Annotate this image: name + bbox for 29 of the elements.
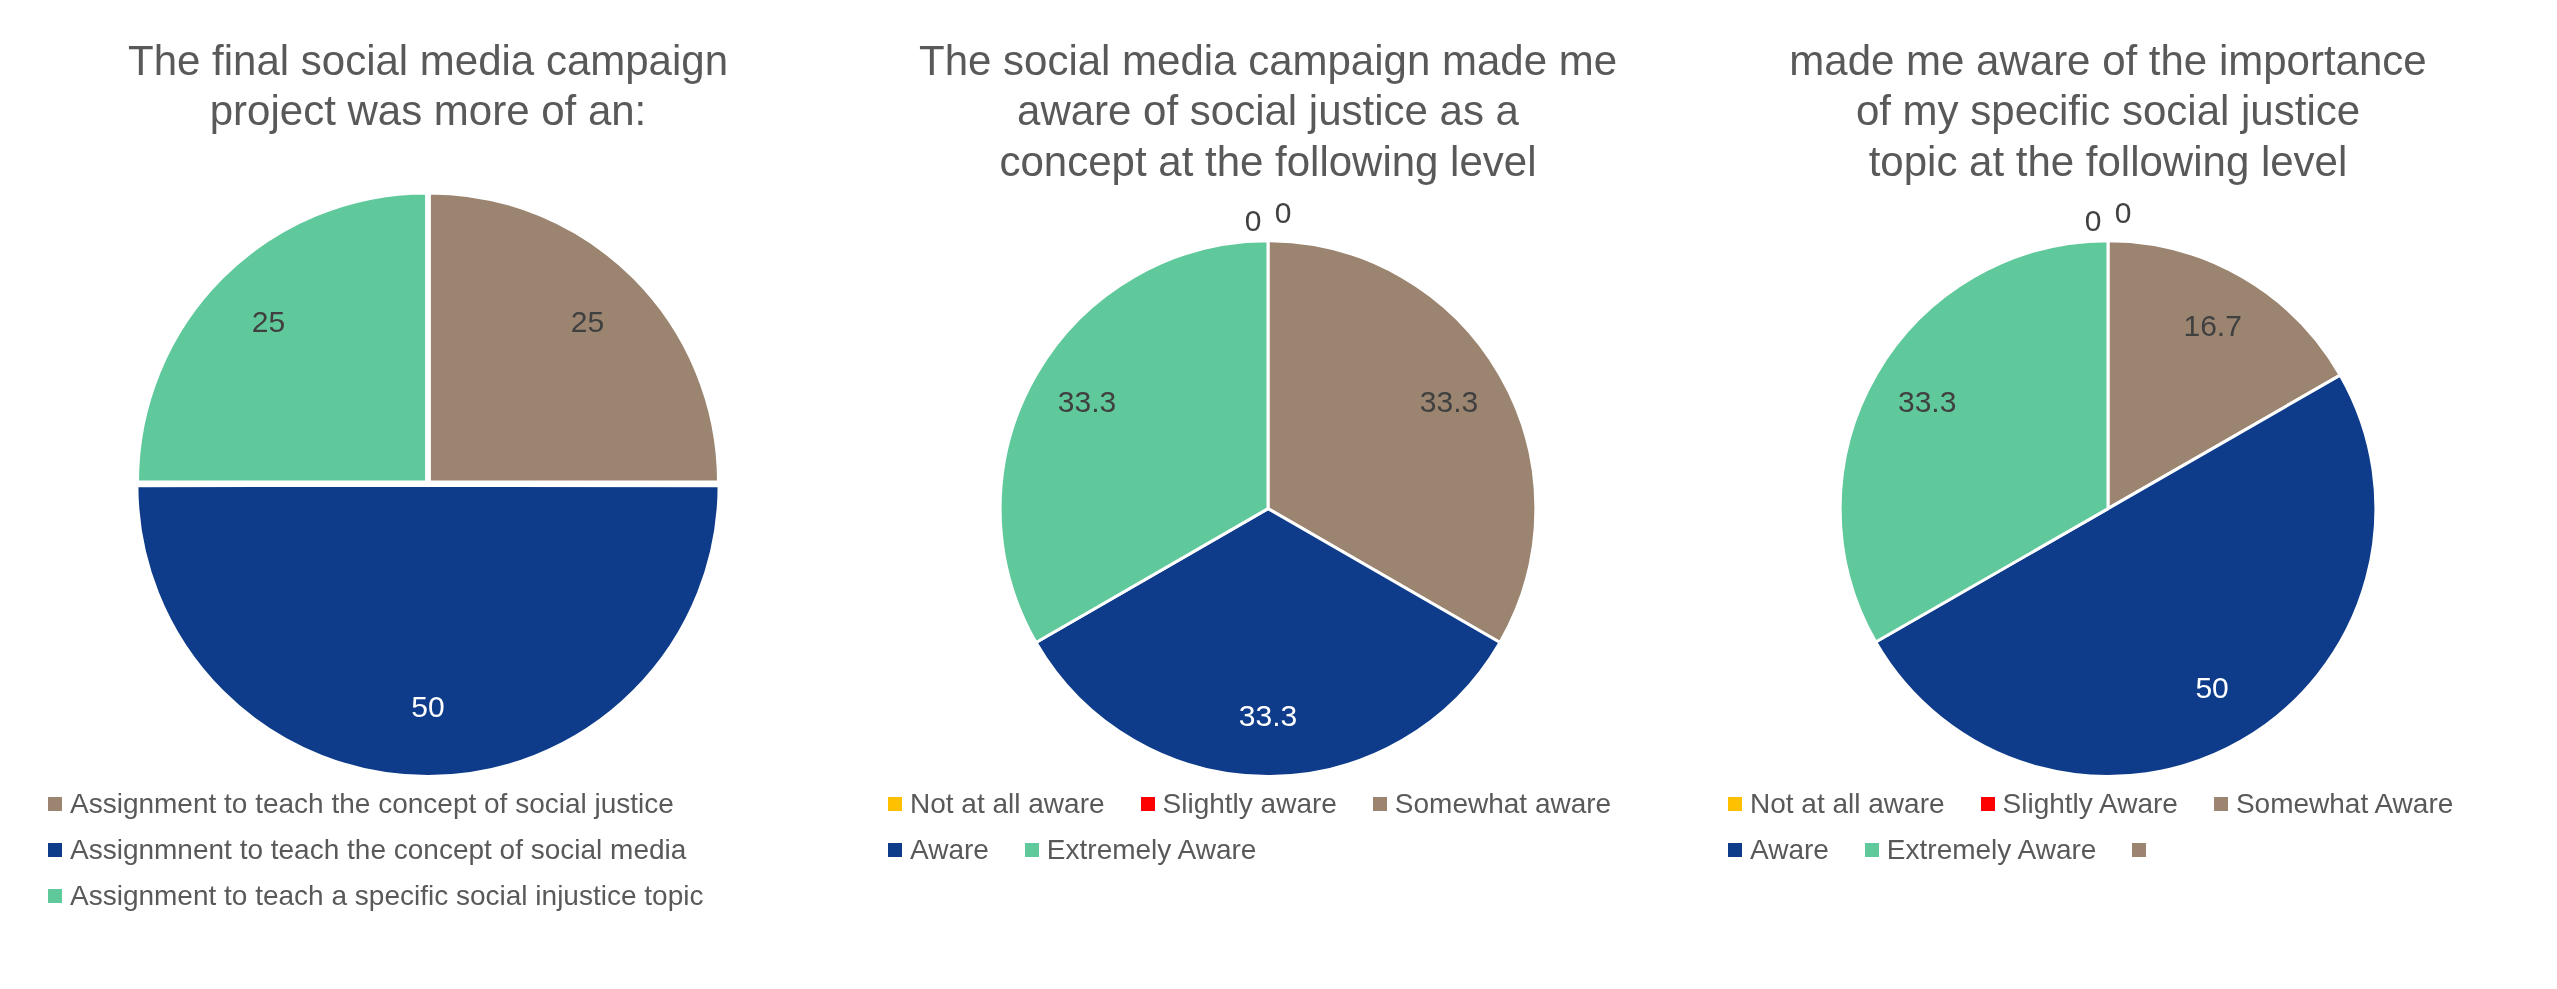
legend-label: Extremely Aware bbox=[1886, 834, 2097, 866]
legend-label: Somewhat Aware bbox=[2235, 788, 2454, 820]
legend-label: Slightly Aware bbox=[2002, 788, 2178, 820]
data-label: 25 bbox=[251, 305, 286, 339]
text: 0 bbox=[2084, 203, 2102, 237]
legend-label: Aware bbox=[910, 834, 989, 866]
data-label: 33.3 bbox=[1897, 385, 1957, 419]
legend-label: Not at all aware bbox=[1750, 788, 1945, 820]
data-label: 50 bbox=[2195, 671, 2229, 705]
data-label: 33.3 bbox=[1419, 385, 1479, 419]
text: 0 bbox=[2114, 195, 2132, 229]
legend-label: Slightly aware bbox=[1162, 788, 1337, 820]
legend-label: Not at all aware bbox=[910, 788, 1105, 820]
chart-title: made me aware of the importance of my specific social justice topic at the following level bbox=[1789, 36, 2427, 185]
legend-label: Assignment to teach the concept of social justice bbox=[70, 788, 674, 820]
data-label: 50 bbox=[411, 690, 445, 724]
data-label: 33.3 bbox=[1057, 385, 1117, 419]
legend-label: Extremely Aware bbox=[1046, 834, 1257, 866]
text: 0 bbox=[1244, 203, 1262, 237]
legend-label: Somewhat aware bbox=[1394, 788, 1612, 820]
text: 0 bbox=[1274, 195, 1292, 229]
data-label: 25 bbox=[570, 305, 605, 339]
chart-title: The final social media campaign project was more of an: bbox=[128, 36, 728, 135]
data-label: 33.3 bbox=[1238, 698, 1298, 732]
legend-label: Aware bbox=[1750, 834, 1829, 866]
data-label: 16.7 bbox=[2183, 309, 2242, 343]
legend-label: Assignment to teach a specific social injustice topic bbox=[70, 880, 704, 912]
chart-title: The social media campaign made me aware of social justice as a concept at the following level bbox=[918, 36, 1618, 185]
legend-label: Assignmnent to teach the concept of social media bbox=[70, 834, 687, 866]
